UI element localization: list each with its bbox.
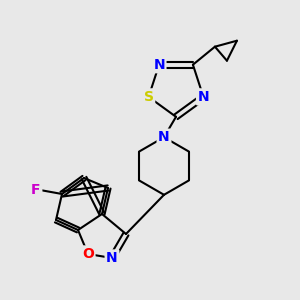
- Text: O: O: [82, 247, 94, 261]
- Text: N: N: [198, 90, 209, 104]
- Text: N: N: [158, 130, 170, 144]
- Text: S: S: [144, 90, 154, 104]
- Text: N: N: [106, 251, 118, 265]
- Text: F: F: [31, 183, 41, 197]
- Text: N: N: [153, 58, 165, 72]
